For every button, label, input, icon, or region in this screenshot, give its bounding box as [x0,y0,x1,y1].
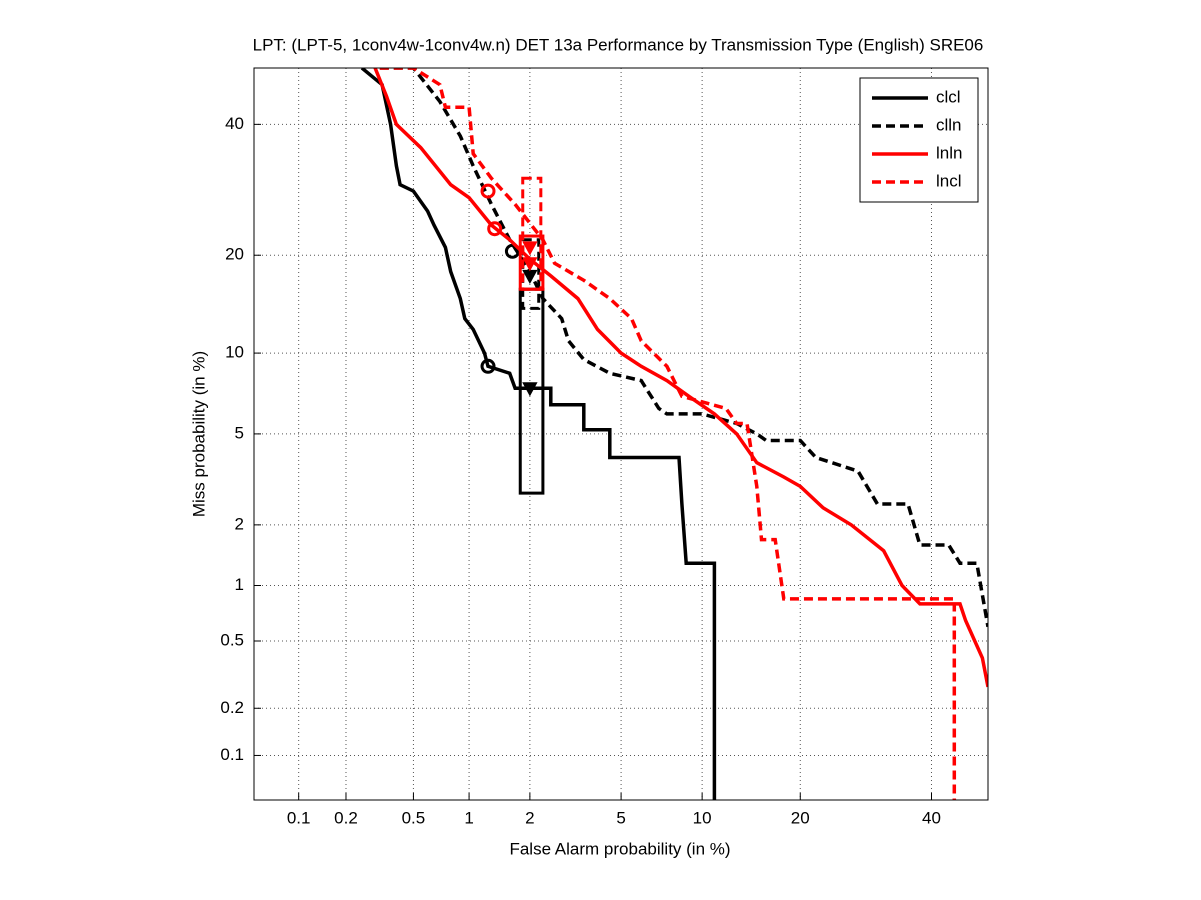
legend-label: lnln [936,143,962,162]
confidence-box [518,234,545,291]
act-dcf-marker [522,382,538,397]
confidence-box [521,176,543,291]
x-tick-label: 0.1 [287,808,311,827]
x-tick-label: 5 [616,808,625,827]
legend-label: lncl [936,171,962,190]
det-curve [379,68,957,800]
min-dcf-marker [480,183,496,199]
x-tick-label: 0.2 [334,808,358,827]
x-tick-label: 2 [525,808,534,827]
x-tick-label: 40 [922,808,941,827]
y-tick-label: 10 [225,343,244,362]
x-tick-label: 10 [693,808,712,827]
y-tick-label: 20 [225,245,244,264]
act-dcf-marker [522,257,538,272]
plot-frame [253,67,989,801]
x-axis-label: False Alarm probability (in %) [509,839,730,858]
legend-label: clcl [936,87,961,106]
y-tick-label: 40 [225,114,244,133]
chart-title: LPT: (LPT-5, 1conv4w-1conv4w.n) DET 13a … [253,35,984,54]
y-tick-label: 5 [235,423,244,442]
x-tick-label: 1 [464,808,473,827]
y-tick-label: 0.2 [220,698,244,717]
act-dcf-marker [522,241,538,256]
x-tick-label: 0.5 [402,808,426,827]
y-tick-label: 0.5 [220,630,244,649]
x-tick-label: 20 [791,808,810,827]
min-dcf-marker [480,358,496,374]
y-tick-label: 2 [235,514,244,533]
y-tick-label: 1 [235,575,244,594]
y-tick-label: 0.1 [220,745,244,764]
y-axis-label: Miss probability (in %) [189,351,208,517]
min-dcf-marker [504,243,520,259]
legend-label: clln [936,115,962,134]
det-curve [373,68,988,688]
min-dcf-marker [487,221,503,237]
